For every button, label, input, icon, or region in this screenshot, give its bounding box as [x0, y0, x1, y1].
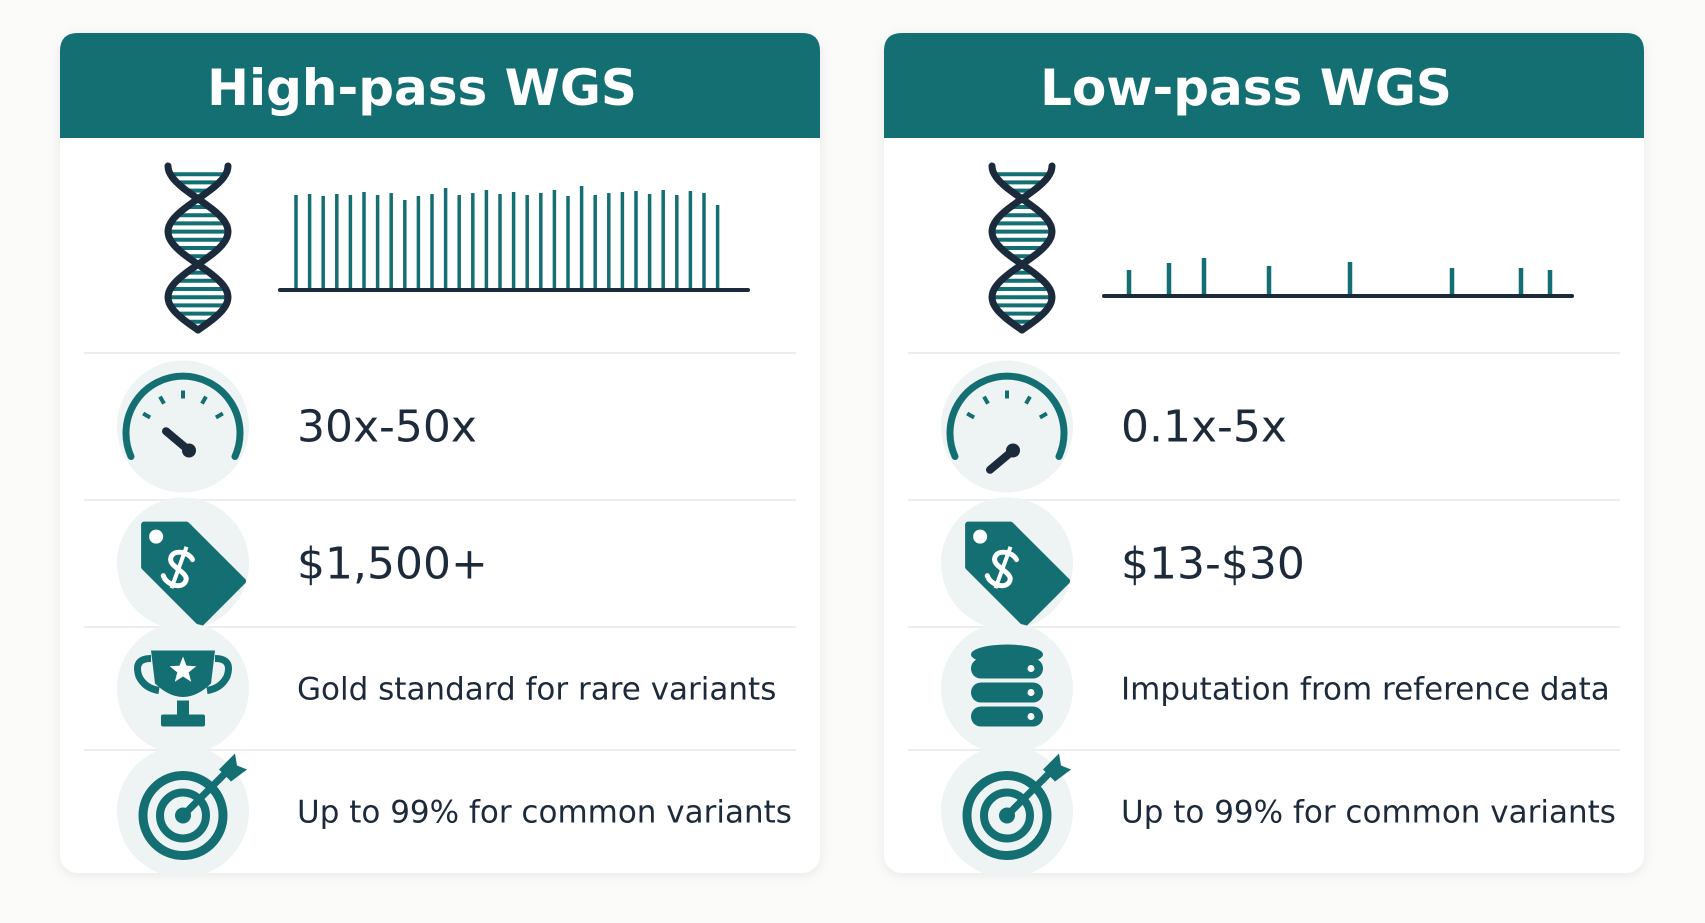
row-text: Gold standard for rare variants	[297, 672, 776, 708]
gauge-tick	[1024, 395, 1032, 405]
target-ring	[980, 788, 1034, 843]
target-arrow	[1003, 766, 1057, 819]
dna-strand	[988, 162, 1056, 334]
db-led	[1027, 713, 1035, 720]
dollar-glyph	[984, 546, 1020, 589]
panel-card	[884, 33, 1644, 873]
db-disk	[971, 658, 1043, 679]
db-disk	[971, 706, 1043, 727]
gauge-tick	[982, 395, 990, 405]
dollar-glyph	[160, 546, 196, 589]
row-text: Up to 99% for common variants	[1121, 795, 1616, 831]
panel-title: Low-pass WGS	[1040, 59, 1452, 117]
dollar-bar	[993, 546, 1013, 589]
panel-card	[60, 33, 820, 873]
gauge-tick	[966, 411, 976, 420]
gauge-arc	[946, 372, 1068, 460]
trophy-base	[161, 714, 205, 727]
row-text: $13-$30	[1121, 539, 1305, 590]
gauge-tick	[200, 395, 208, 405]
price-tag	[141, 521, 247, 627]
gauge-tick	[1038, 411, 1048, 420]
panel-title: High-pass WGS	[207, 59, 637, 117]
dna-strand	[164, 162, 232, 334]
trophy-handles	[134, 655, 232, 694]
dollar-bar	[169, 546, 189, 589]
tag-body	[141, 521, 247, 627]
panel-header	[60, 33, 820, 138]
trophy-star	[169, 656, 197, 682]
row-text: Imputation from reference data	[1121, 672, 1610, 708]
dna-strand	[164, 162, 232, 334]
target-ring	[138, 771, 228, 860]
db-led	[1027, 689, 1035, 696]
db-top	[971, 644, 1043, 665]
row-text: $1,500+	[297, 539, 488, 590]
panel-header	[884, 33, 1644, 138]
gauge-hub	[1006, 443, 1020, 458]
row-text: 30x-50x	[297, 402, 477, 453]
gauge-hub	[182, 443, 196, 458]
tag-hole	[149, 529, 164, 544]
trophy-stem	[177, 700, 189, 717]
target-arrow	[179, 766, 233, 819]
db-led	[1027, 665, 1035, 672]
gauge-tick	[214, 411, 224, 420]
panel: Low-pass WGS 0.1x-5x $13-$30 Imputation fro…	[884, 33, 1644, 878]
icon-bg	[941, 360, 1073, 493]
db-disk	[971, 682, 1043, 703]
price-tag	[965, 521, 1071, 627]
tag-body	[965, 521, 1071, 627]
icon-bg	[117, 360, 249, 493]
panel: High-pass WGS 30x-50x $1,500+ Gold standard…	[60, 33, 820, 878]
gauge-tick	[158, 395, 166, 405]
target-ring	[962, 771, 1052, 860]
row-text: 0.1x-5x	[1121, 402, 1287, 453]
gauge-arc	[122, 372, 244, 460]
row-text: Up to 99% for common variants	[297, 795, 792, 831]
arrow-fletch	[1043, 753, 1071, 782]
target-ring	[156, 788, 210, 843]
arrow-fletch	[219, 753, 247, 782]
dna-strand	[988, 162, 1056, 334]
tag-hole	[973, 529, 988, 544]
gauge-tick	[142, 411, 152, 420]
